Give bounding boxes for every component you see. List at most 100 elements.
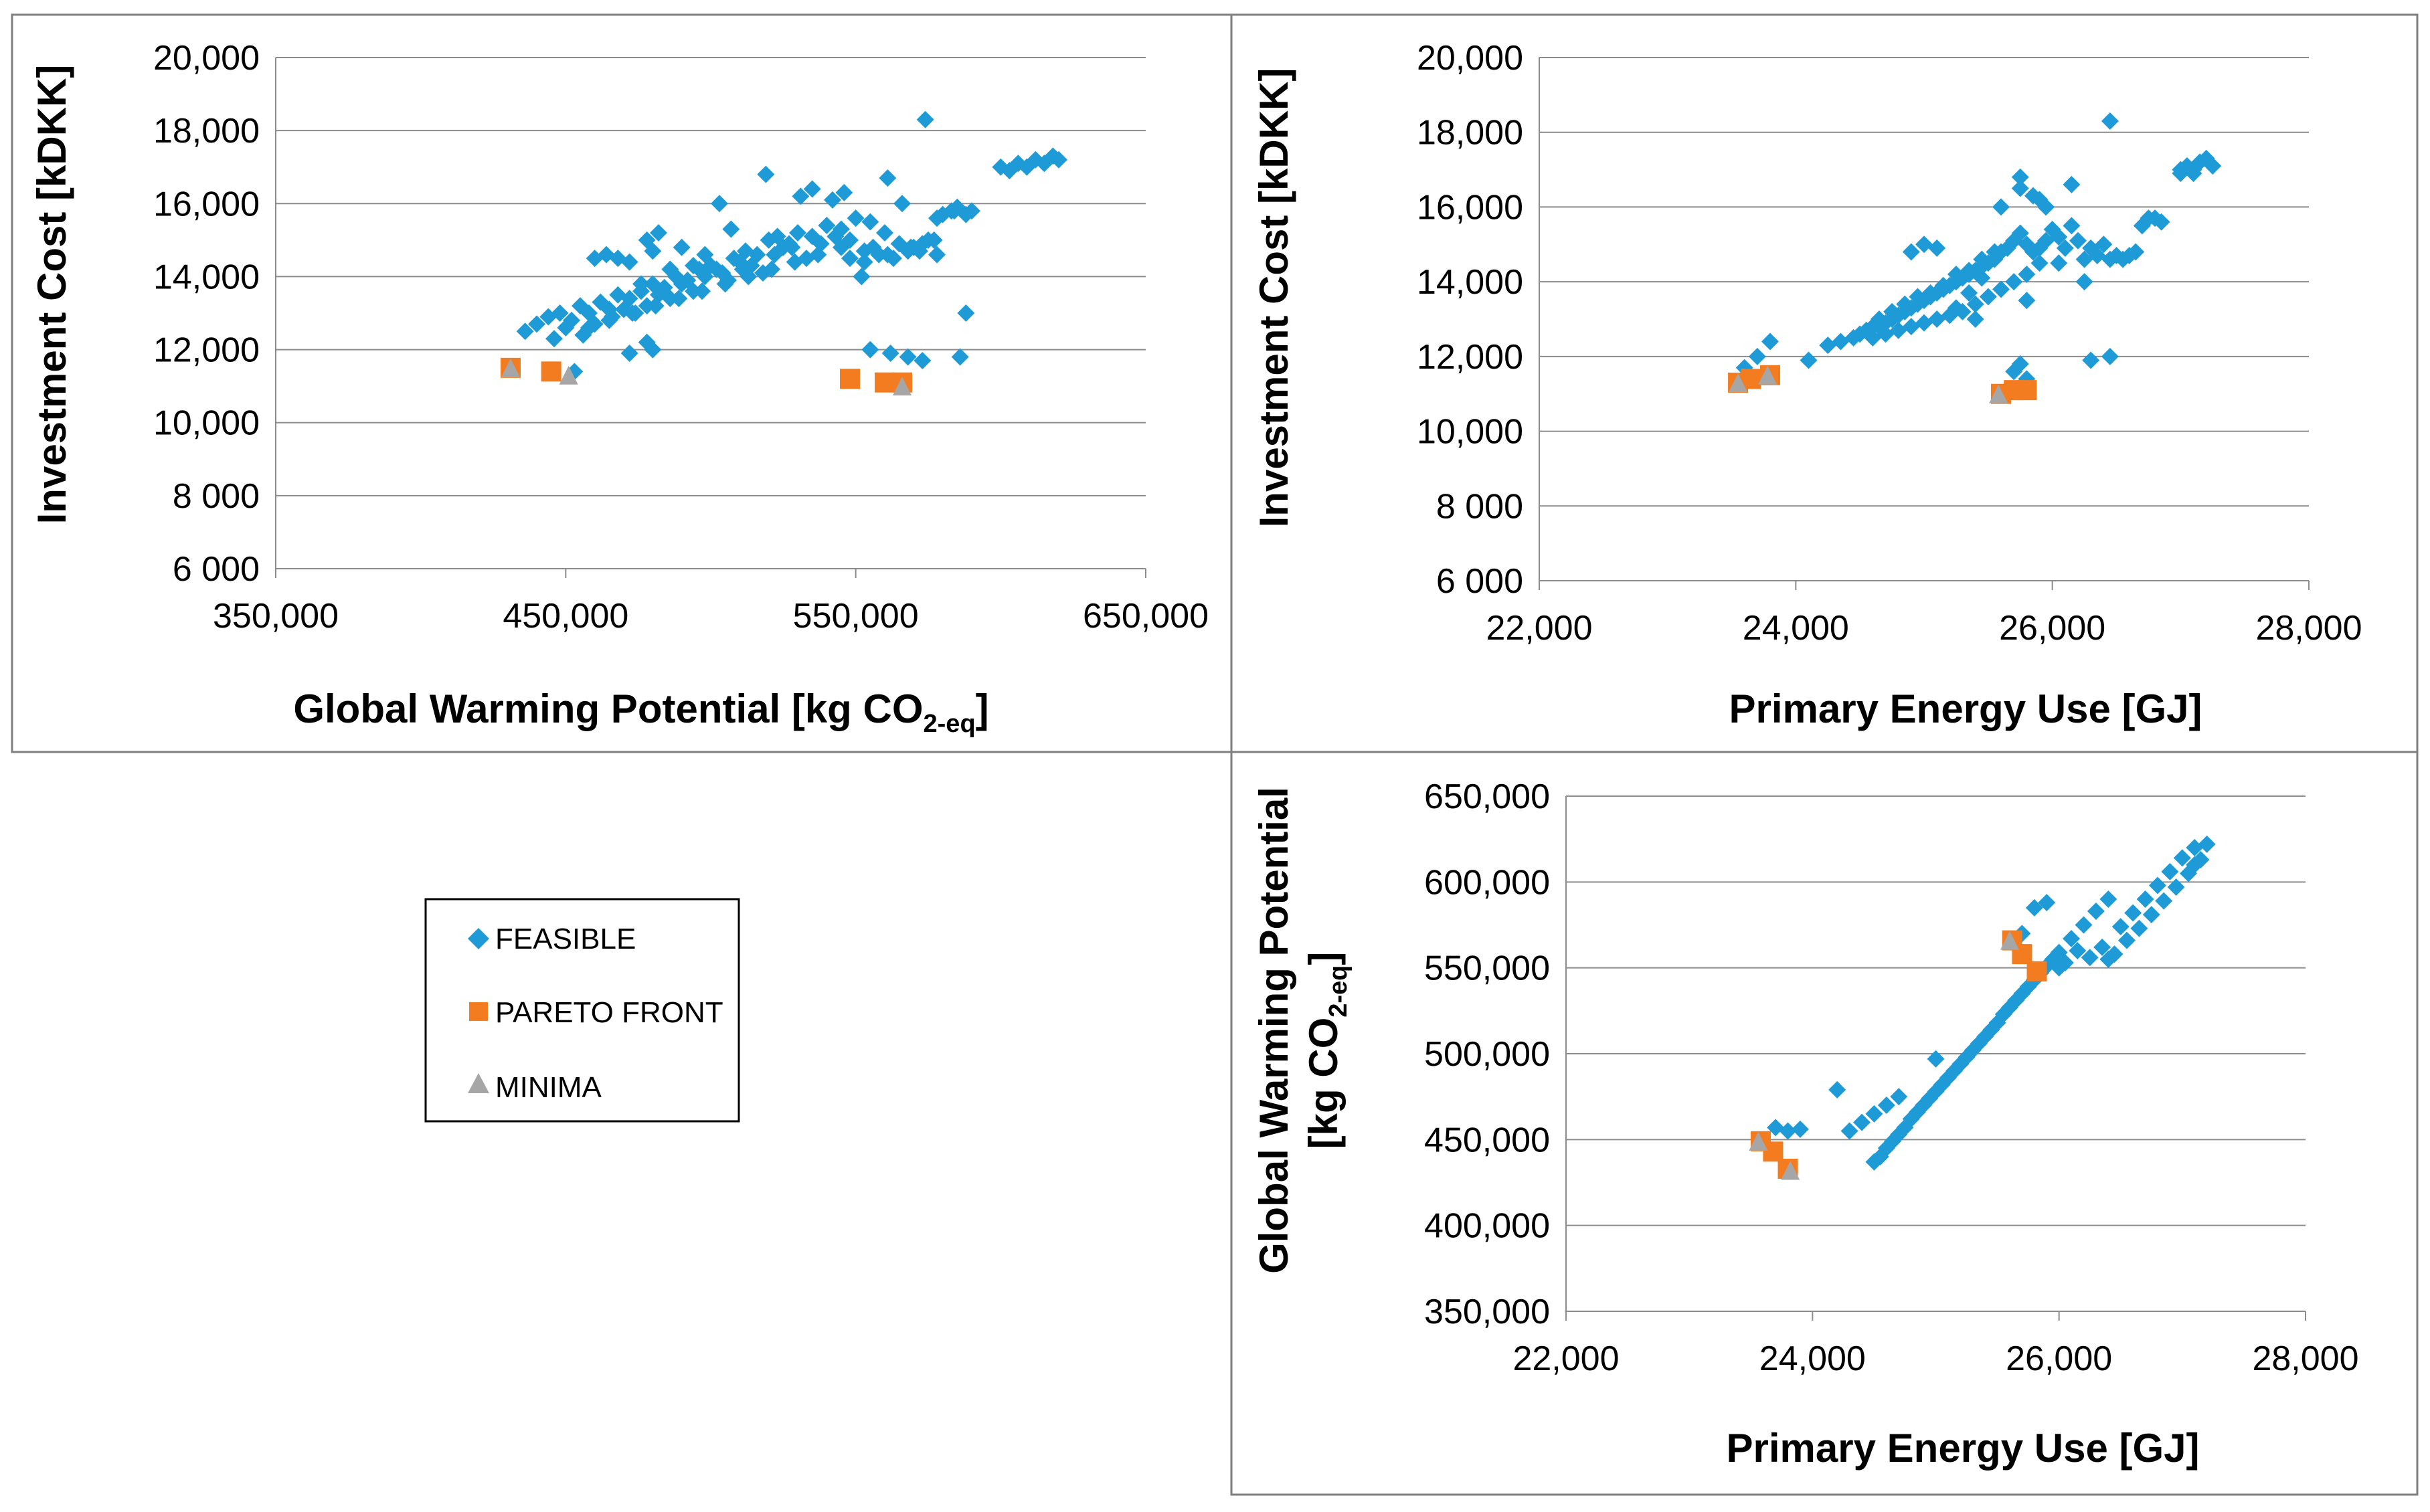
chart0-feasible-point xyxy=(792,187,810,205)
chart2-feasible-point xyxy=(1840,1122,1858,1140)
chart1-feasible-point xyxy=(1889,321,1907,339)
chart1-feasible-point xyxy=(2037,231,2055,250)
chart2-feasible-point xyxy=(2019,977,2037,996)
legend-minima-label: MINIMA xyxy=(495,1071,602,1104)
chart0-feasible-point xyxy=(722,220,740,238)
chart0-feasible-point xyxy=(841,250,859,268)
chart1-feasible-point xyxy=(2063,217,2081,235)
chart0-feasible-point xyxy=(855,253,873,271)
chart1-y-tick-label: 10,000 xyxy=(1417,413,1523,452)
chart0-feasible-point xyxy=(557,318,575,337)
chart0-x-tick-label: 450,000 xyxy=(503,597,628,636)
chart1-feasible-point xyxy=(2088,247,2106,265)
chart2-feasible-point xyxy=(1877,1097,1895,1114)
chart0-feasible-point xyxy=(861,341,879,359)
chart1-feasible-point xyxy=(1819,337,1837,355)
chart1-x-tick-label: 22,000 xyxy=(1486,609,1592,648)
chart2-feasible-point xyxy=(1896,1119,1914,1137)
chart2-feasible-point xyxy=(2136,890,2154,908)
panel-frame-bottom-right xyxy=(1230,751,2419,1496)
chart0-feasible-point xyxy=(624,304,641,322)
chart2-minima-point xyxy=(1749,1131,1768,1151)
chart0-feasible-point xyxy=(835,183,853,201)
chart1-feasible-point xyxy=(1960,284,1978,302)
chart2-feasible-point xyxy=(2142,906,2160,924)
chart2-y-axis-title-line1: Global Warming Potential xyxy=(1251,787,1296,1274)
chart2-feasible-point xyxy=(1865,1105,1883,1123)
legend-pareto-label: PARETO FRONT xyxy=(495,996,723,1029)
chart1-feasible-point xyxy=(2005,273,2023,291)
chart2-x-tick-label: 24,000 xyxy=(1759,1339,1866,1378)
chart0-feasible-point xyxy=(685,257,702,275)
chart1-x-axis-title: Primary Energy Use [GJ] xyxy=(1729,686,2202,731)
chart1-feasible-point xyxy=(1902,243,1920,261)
chart0-feasible-point xyxy=(673,238,691,256)
chart1-feasible-point xyxy=(1896,295,1914,313)
chart0-feasible-point xyxy=(644,341,662,359)
chart0-feasible-point xyxy=(696,246,714,264)
legend-minima-marker xyxy=(468,1073,489,1093)
chart1-y-tick-label: 20,000 xyxy=(1417,39,1523,78)
legend-pareto-marker xyxy=(469,1002,488,1021)
chart1-feasible-point xyxy=(2082,351,2100,369)
chart2-feasible-point xyxy=(2063,930,2081,948)
chart2-feasible-point xyxy=(1828,1080,1846,1099)
chart0-pareto-point xyxy=(541,361,561,382)
chart1-feasible-point xyxy=(1800,351,1818,369)
chart0-feasible-point xyxy=(707,260,725,278)
chart1-feasible-point xyxy=(2095,235,2113,254)
chart0-feasible-point xyxy=(757,165,775,183)
chart2-minima-point xyxy=(1781,1161,1800,1180)
chart1-feasible-point xyxy=(1973,250,1991,268)
chart1-feasible-point xyxy=(2152,213,2170,231)
chart2-pareto-point xyxy=(1763,1141,1784,1162)
chart0-feasible-point xyxy=(789,223,806,242)
chart0-feasible-point xyxy=(881,345,899,363)
chart-primary-energy-vs-investment-cost: 6 000 8 000 10,000 12,000 14,000 16,000 18,000… xyxy=(1417,39,2362,648)
chart0-x-tick-label: 350,000 xyxy=(213,597,339,636)
chart0-feasible-point xyxy=(893,195,911,213)
chart0-feasible-point xyxy=(661,260,679,278)
chart1-feasible-point xyxy=(2127,243,2145,261)
chart0-feasible-point xyxy=(847,209,865,227)
chart0-x-tick-label: 550,000 xyxy=(793,597,919,636)
chart1-feasible-point xyxy=(1832,333,1850,351)
legend-feasible-marker xyxy=(468,928,489,949)
chart1-x-tick-label: 26,000 xyxy=(1999,609,2105,648)
chart0-x-tick-label: 650,000 xyxy=(1083,597,1209,636)
chart2-feasible-point xyxy=(1970,1034,1988,1052)
chart0-feasible-point xyxy=(766,246,784,264)
chart2-feasible-point xyxy=(1853,1113,1871,1131)
chart0-feasible-point xyxy=(879,169,897,187)
chart0-feasible-point xyxy=(650,223,667,242)
chart1-y-axis-title: Investment Cost [kDKK] xyxy=(1251,68,1296,528)
chart1-feasible-point xyxy=(2069,231,2087,250)
chart1-feasible-point xyxy=(2050,228,2068,246)
chart1-feasible-point xyxy=(2018,292,2036,310)
chart2-feasible-point xyxy=(2087,902,2105,920)
chart1-feasible-point xyxy=(1870,310,1888,328)
chart0-y-tick-label: 6 000 xyxy=(173,550,260,589)
chart0-minima-point xyxy=(893,377,912,396)
chart1-feasible-point xyxy=(2050,254,2068,272)
chart2-feasible-point xyxy=(2069,942,2087,959)
chart2-feasible-point xyxy=(1779,1122,1797,1140)
chart2-feasible-point xyxy=(2130,919,2148,937)
chart2-feasible-point xyxy=(1890,1088,1908,1106)
chart1-feasible-point xyxy=(1915,235,1933,254)
chart1-feasible-point xyxy=(2011,179,2029,197)
chart1-x-tick-label: 28,000 xyxy=(2255,609,2362,648)
chart0-y-tick-label: 16,000 xyxy=(153,185,260,223)
chart0-feasible-point xyxy=(528,315,545,333)
chart1-feasible-point xyxy=(1986,243,2004,261)
chart0-feasible-point xyxy=(925,231,943,249)
chart1-feasible-point xyxy=(1877,325,1895,343)
chart0-x-axis-title: Global Warming Potential [kg CO2-eq] xyxy=(293,686,988,738)
chart0-feasible-point xyxy=(824,191,841,209)
chart2-y-tick-label: 500,000 xyxy=(1424,1035,1550,1074)
chart1-feasible-point xyxy=(2101,347,2119,365)
chart2-feasible-point xyxy=(2167,878,2185,896)
chart0-feasible-point xyxy=(638,333,656,351)
chart2-feasible-point xyxy=(1994,1005,2012,1023)
chart1-feasible-point xyxy=(1921,284,1939,302)
